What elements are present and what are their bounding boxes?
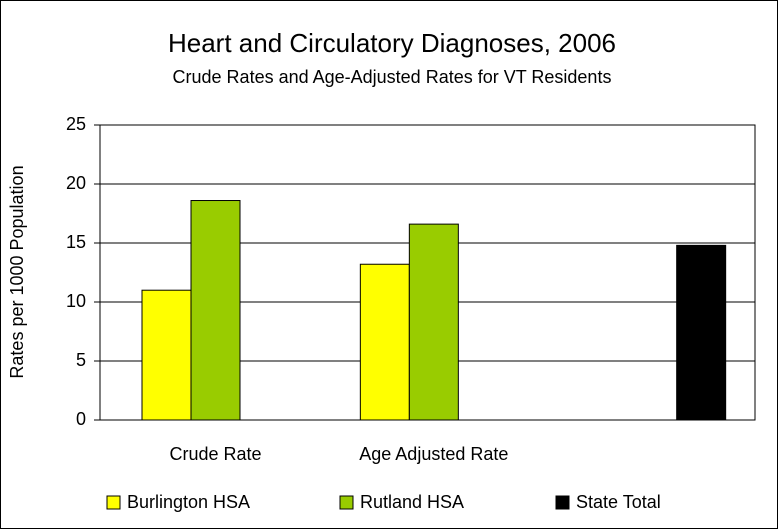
chart-subtitle: Crude Rates and Age-Adjusted Rates for V… — [173, 67, 612, 87]
y-tick-label: 20 — [66, 173, 86, 193]
y-tick-label: 0 — [76, 409, 86, 429]
legend-label: State Total — [576, 492, 661, 512]
legend-label: Burlington HSA — [127, 492, 250, 512]
bar — [408, 223, 459, 421]
y-tick-label: 25 — [66, 114, 86, 134]
y-axis-label: Rates per 1000 Population — [7, 165, 27, 378]
x-tick-label: Age Adjusted Rate — [359, 444, 508, 464]
chart-title: Heart and Circulatory Diagnoses, 2006 — [168, 28, 616, 58]
bar — [359, 263, 410, 421]
bar — [676, 244, 727, 421]
bar — [190, 200, 241, 421]
legend-swatch — [339, 495, 354, 510]
x-tick-label: Crude Rate — [169, 444, 261, 464]
bar — [141, 289, 192, 421]
y-tick-label: 15 — [66, 232, 86, 252]
legend-swatch — [555, 495, 570, 510]
legend-label: Rutland HSA — [360, 492, 464, 512]
y-tick-label: 10 — [66, 291, 86, 311]
legend-swatch — [106, 495, 121, 510]
y-tick-label: 5 — [76, 350, 86, 370]
